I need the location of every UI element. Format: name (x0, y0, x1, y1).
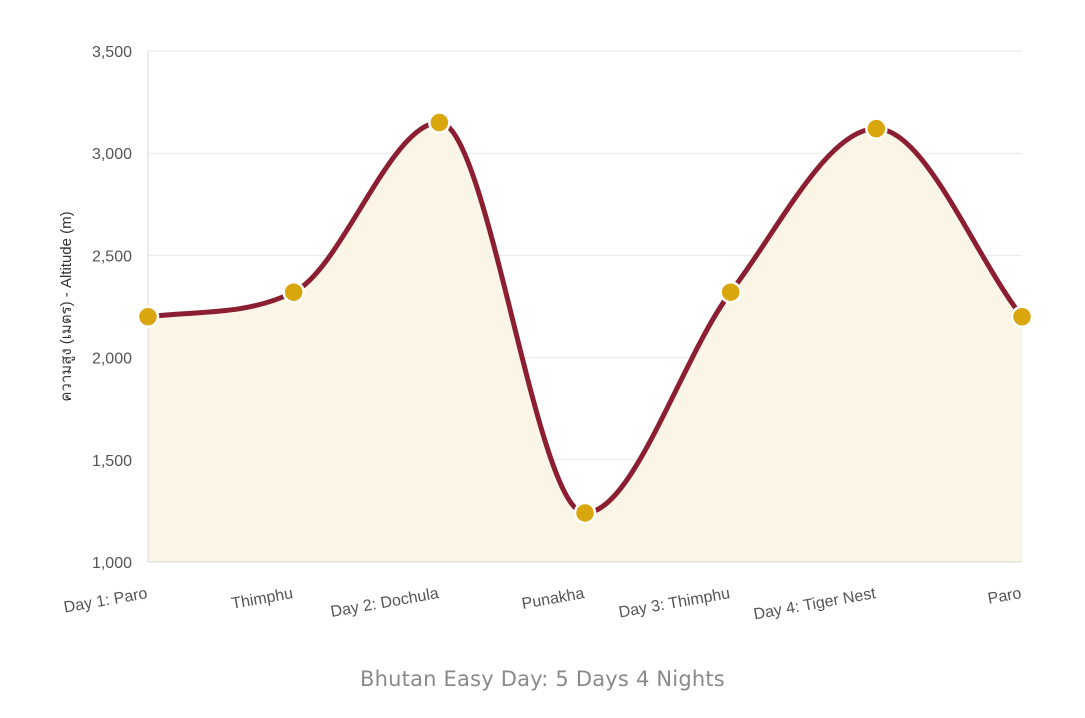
y-axis-title: ความสูง (เมตร) - Altitude (m) (58, 211, 75, 401)
data-point[interactable] (865, 117, 888, 140)
data-point[interactable] (282, 280, 305, 304)
x-tick-labels: Day 1: Paro Thimphu Day 2: Dochula Punakha D… (63, 585, 1023, 623)
y-tick-label: 1,000 (92, 555, 132, 572)
x-tick-label: Thimphu (230, 585, 294, 613)
data-point[interactable] (428, 111, 451, 134)
data-points (136, 111, 1034, 525)
y-tick-label: 1,500 (92, 453, 132, 470)
y-tick-labels: 1,000 1,500 2,000 2,500 3,000 3,500 (92, 44, 132, 572)
altitude-area (148, 122, 1022, 562)
y-tick-label: 3,000 (92, 146, 132, 163)
data-point[interactable] (719, 280, 742, 304)
y-tick-label: 2,000 (92, 351, 132, 368)
x-tick-label: Paro (986, 585, 1022, 608)
x-tick-label: Day 1: Paro (63, 585, 149, 616)
data-point[interactable] (136, 305, 160, 328)
data-point[interactable] (1010, 305, 1034, 328)
x-tick-label: Day 4: Tiger Nest (752, 585, 877, 623)
x-tick-label: Day 2: Dochula (329, 585, 440, 621)
chart-caption: Bhutan Easy Day: 5 Days 4 Nights (360, 667, 725, 691)
x-tick-label: Day 3: Thimphu (617, 585, 731, 621)
y-tick-label: 2,500 (92, 248, 132, 265)
data-point[interactable] (573, 501, 597, 525)
y-tick-label: 3,500 (92, 44, 132, 61)
x-tick-label: Punakha (521, 585, 586, 613)
